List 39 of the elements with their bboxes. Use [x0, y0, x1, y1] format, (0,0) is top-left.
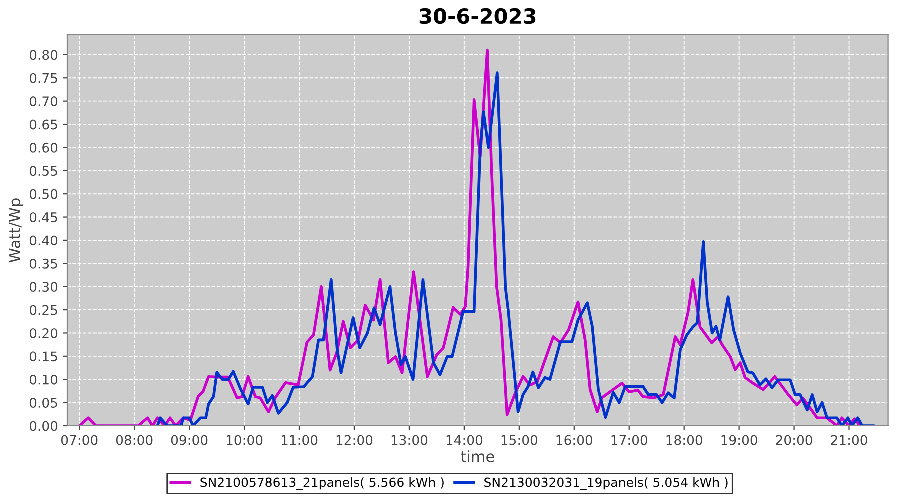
y-tick-label: 0.30 — [30, 282, 58, 292]
y-tick-label: 0.80 — [30, 50, 58, 60]
y-tick-label: 0.20 — [30, 328, 58, 338]
line-series — [156, 72, 875, 426]
line-series — [78, 48, 862, 426]
y-tick-label: 0.75 — [30, 73, 58, 84]
x-tick-label: 20:00 — [776, 435, 812, 446]
y-tick-label: 0.45 — [30, 212, 58, 222]
x-tick-label: 17:00 — [612, 435, 648, 446]
y-tick-label: 0.00 — [30, 421, 58, 432]
y-tick-label: 0.60 — [30, 142, 58, 153]
legend-label: SN2100578613_21panels( 5.566 kWh ) — [200, 478, 444, 490]
x-tick-label: 14:00 — [446, 435, 483, 446]
x-axis-title: time — [461, 450, 494, 462]
x-tick-label: 15:00 — [502, 435, 538, 446]
x-tick-label: 18:00 — [666, 435, 702, 446]
y-tick-label: 0.50 — [30, 189, 58, 200]
x-tick-label: 19:00 — [722, 435, 758, 446]
chart-title: 30-6-2023 — [420, 8, 536, 24]
y-tick-label: 0.40 — [30, 236, 58, 246]
y-axis-title: Watt/Wp — [9, 198, 24, 263]
y-tick-label: 0.55 — [30, 166, 58, 176]
y-tick-label: 0.10 — [30, 374, 58, 385]
x-tick-label: 13:00 — [392, 435, 428, 446]
legend-label: SN2130032031_19panels( 5.054 kWh ) — [484, 478, 728, 490]
x-tick-label: 16:00 — [556, 435, 593, 446]
x-tick-label: 09:00 — [171, 435, 208, 446]
y-tick-label: 0.70 — [30, 96, 58, 107]
y-tick-label: 0.15 — [30, 352, 58, 362]
y-tick-label: 0.25 — [30, 305, 58, 316]
y-tick-label: 0.05 — [30, 398, 58, 408]
y-tick-label: 0.65 — [30, 120, 58, 130]
x-tick-label: 21:00 — [831, 435, 868, 446]
x-tick-label: 07:00 — [61, 435, 98, 446]
y-tick-label: 0.35 — [30, 258, 58, 269]
x-tick-label: 11:00 — [282, 435, 318, 446]
x-tick-label: 08:00 — [116, 435, 153, 446]
x-tick-label: 12:00 — [336, 435, 373, 446]
x-tick-label: 10:00 — [226, 435, 263, 446]
